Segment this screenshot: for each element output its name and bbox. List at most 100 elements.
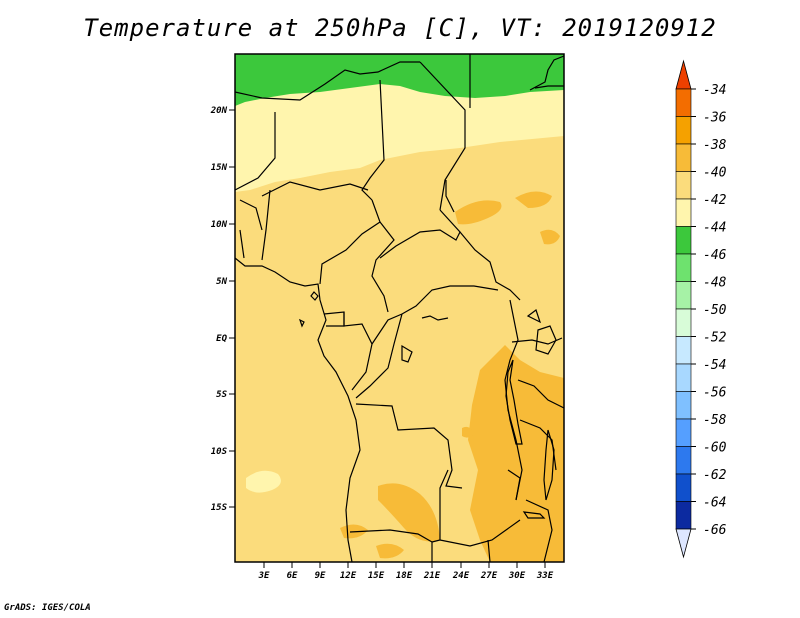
colorbar-label: -64 [703, 496, 726, 511]
border-eq-guinea [326, 312, 345, 327]
lat-tick-label: 5S [216, 390, 227, 400]
colorbar-bin [675, 253, 692, 282]
lon-tick-label: 3E [258, 571, 270, 581]
colorbar-bin [675, 226, 692, 255]
lat-tick-label: EQ [216, 334, 227, 344]
island-sao-tome [298, 318, 305, 328]
coastline-west [234, 257, 361, 563]
lat-tick-label: 5N [216, 277, 227, 287]
colorbar-label: -44 [703, 221, 726, 236]
border-botswana-zim [487, 539, 491, 563]
lon-tick-label: 27E [480, 571, 498, 581]
border-n-1 [234, 61, 420, 101]
border-cameroon-car [371, 221, 395, 313]
colorbar-bin [675, 363, 692, 392]
colorbar-label: -42 [703, 193, 727, 208]
lake-albert [526, 309, 542, 324]
colorbar-label: -46 [703, 248, 727, 263]
colorbar-label: -66 [703, 523, 727, 538]
lon-tick-label: 33E [536, 571, 554, 581]
latitude-axis: 20N 15N 10N 5N EQ 5S 10S 15S [210, 106, 235, 513]
border-red-sea [529, 55, 565, 91]
lake-malawi [543, 429, 555, 501]
lake-mai-ndombe [401, 344, 413, 363]
border-tanzania-n [517, 379, 565, 409]
colorbar-label: -58 [703, 413, 727, 428]
map-frame [234, 53, 565, 563]
colorbar-bin [675, 198, 692, 227]
colorbar-bin [675, 281, 692, 310]
border-egypt-sudan [534, 85, 564, 89]
colorbar-top-arrow [675, 59, 692, 90]
colorbar-label: -38 [703, 138, 727, 153]
colorbar-label: -52 [703, 331, 727, 346]
field-patch-38-f [376, 543, 404, 559]
border-congo-drc-n [371, 285, 499, 345]
border-drc-angola [355, 403, 463, 489]
colorbar-bin [675, 143, 692, 172]
colorbar-label: -40 [703, 166, 727, 181]
border-angola-zambia [431, 469, 449, 543]
lat-tick-label: 10S [211, 447, 228, 457]
colorbar-bin [675, 308, 692, 337]
colorbar-bin [675, 391, 692, 420]
field-band-44 [235, 54, 564, 106]
lake-kariba [522, 511, 546, 519]
colorbar-label: -56 [703, 386, 727, 401]
colorbar-bin [675, 88, 692, 117]
border-zambia-drc-se [507, 469, 521, 501]
map-title: Temperature at 250hPa [C], VT: 201912091… [83, 14, 717, 42]
colorbar-bin [675, 336, 692, 365]
colorbar-bin [675, 446, 692, 475]
lat-tick-label: 15S [211, 503, 228, 513]
colorbar-bottom-arrow [675, 528, 692, 559]
border-libya-sudan [419, 61, 466, 211]
colorbar-label: -62 [703, 468, 727, 483]
lat-tick-label: 20N [210, 106, 228, 116]
lat-tick-label: 15N [211, 163, 228, 173]
lon-tick-label: 18E [396, 571, 413, 581]
lon-tick-label: 21E [423, 571, 441, 581]
lon-tick-label: 12E [340, 571, 357, 581]
colorbar-bin [675, 501, 692, 530]
lon-tick-label: 24E [452, 571, 470, 581]
field-patch-38-d [468, 345, 564, 562]
border-ghana-togo [239, 229, 245, 259]
border-sudan-car [459, 231, 521, 301]
colorbar-bin [675, 116, 692, 145]
lon-tick-label: 15E [368, 571, 385, 581]
colorbar-bin [675, 473, 692, 502]
lon-tick-label: 9E [315, 571, 326, 581]
field-patch-38-b [515, 191, 552, 208]
field-patch-38-h [462, 426, 474, 438]
island-bioko [310, 291, 319, 301]
border-benin-nigeria [261, 189, 271, 261]
map-field [235, 54, 564, 562]
field-patch-38-c [540, 229, 560, 245]
field-blob-42 [246, 470, 281, 493]
credit-label: GrADS: IGES/COLA [4, 603, 91, 613]
colorbar-label: -48 [703, 276, 727, 291]
border-zambia-zim [439, 519, 521, 547]
river-congo [421, 315, 449, 321]
lake-victoria [535, 325, 557, 355]
border-mozambique [525, 499, 553, 563]
lon-tick-label: 6E [287, 571, 298, 581]
lake-tanganyika [505, 359, 523, 445]
colorbar-label: -60 [703, 441, 727, 456]
border-niger-nigeria [261, 181, 369, 197]
colorbar: -34 -36 -38 -40 -42 -44 -46 -48 -50 -52 -54 -56 -58 -… [675, 59, 727, 559]
colorbar-label: -36 [703, 111, 727, 126]
border-angola-namibia [349, 529, 433, 543]
country-borders [234, 54, 565, 563]
border-burkina [239, 199, 263, 231]
border-mali-niger [234, 112, 276, 191]
colorbar-bin [675, 171, 692, 200]
field-patch-38-a [455, 200, 502, 225]
longitude-axis: 3E 6E 9E 12E 15E 18E 21E 24E 27E 30E 33E [258, 562, 554, 581]
border-congo-drc [355, 313, 403, 399]
colorbar-bin [675, 418, 692, 447]
border-nigeria-cameroon [319, 199, 381, 285]
lon-tick-label: 30E [508, 571, 526, 581]
